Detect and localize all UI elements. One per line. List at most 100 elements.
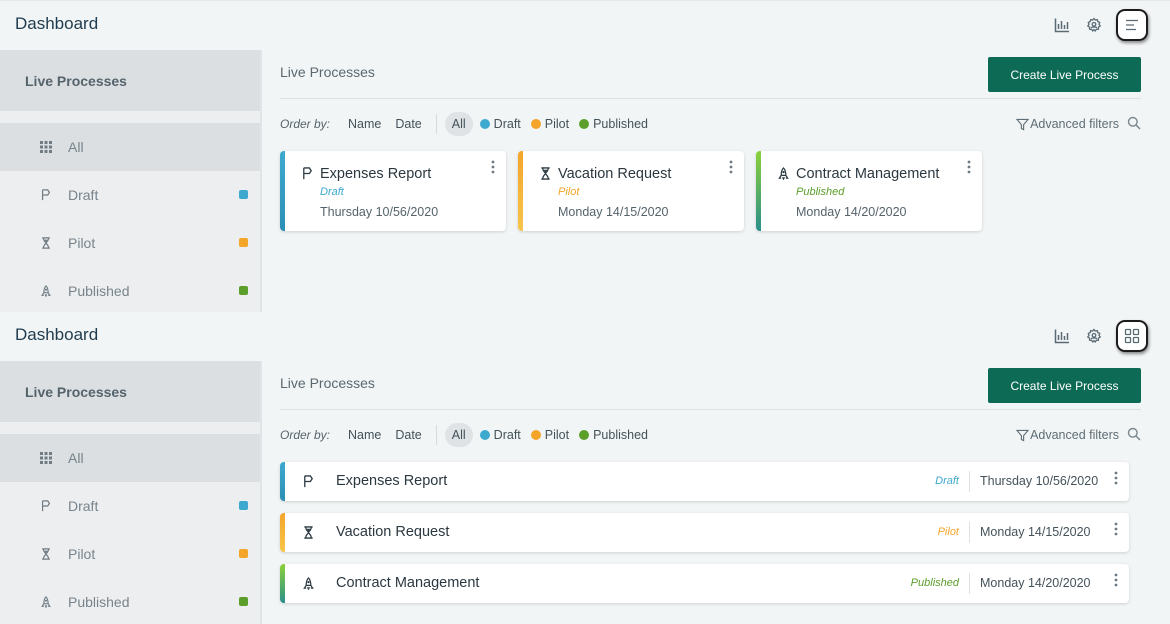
sidebar: Live Processes All Draft Pilot Published [0,50,262,312]
draft-status-dot [239,190,248,199]
advanced-filters-button[interactable]: Advanced filters [1016,428,1119,442]
bar-chart-icon[interactable] [1052,15,1072,35]
process-card-vacation-request[interactable]: Vacation Request Pilot Monday 14/15/2020 [518,151,744,231]
sidebar-item-draft[interactable]: Draft [0,482,260,530]
filter-label: Pilot [544,117,570,131]
filter-published-chip[interactable]: Published [579,428,648,442]
filter-all-chip[interactable]: All [444,112,473,136]
search-icon[interactable] [1127,116,1141,133]
sidebar-item-label: Published [68,283,130,299]
advanced-filters-label: Advanced filters [1030,428,1119,442]
order-by-label: Order by: [280,428,331,442]
create-live-process-button[interactable]: Create Live Process [988,57,1141,92]
row-date: Thursday 10/56/2020 [980,474,1099,488]
sidebar: Live Processes All Draft Pilot Published [0,361,262,624]
page-title: Dashboard [15,14,99,33]
sidebar-item-label: Pilot [68,546,96,562]
rocket-icon [777,167,791,181]
card-date: Monday 14/20/2020 [796,205,907,219]
process-card-contract-management[interactable]: Contract Management Published Monday 14/… [756,151,982,231]
filter-draft-chip[interactable]: Draft [479,428,521,442]
search-icon[interactable] [1127,427,1141,444]
separator [435,114,437,134]
rocket-icon [302,577,316,591]
filter-pilot-chip[interactable]: Pilot [530,117,570,131]
more-options-icon[interactable] [1114,471,1120,487]
sidebar-item-pilot[interactable]: Pilot [0,219,260,267]
pilot-dot [530,119,541,129]
pilot-status-dot [239,549,248,558]
sidebar-item-label: Draft [68,187,99,203]
process-row-expenses-report[interactable]: Expenses Report Draft Thursday 10/56/202… [280,462,1129,501]
published-status-dot [239,597,248,606]
hourglass-icon [39,236,53,250]
order-by-date[interactable]: Date [395,117,422,131]
row-name: Contract Management [336,575,480,591]
sidebar-item-label: Draft [68,498,99,514]
settings-user-icon[interactable] [1084,15,1104,35]
funnel-icon [1016,118,1029,131]
order-by-label: Order by: [280,117,331,131]
more-options-icon[interactable] [729,160,735,176]
card-status: Published [796,186,845,198]
row-status: Pilot [937,526,959,538]
filter-label: Published [593,428,648,442]
sidebar-item-all[interactable]: All [0,123,260,171]
more-options-icon[interactable] [1114,522,1120,538]
advanced-filters-label: Advanced filters [1030,117,1119,131]
divider [280,409,1141,410]
sidebar-item-pilot[interactable]: Pilot [0,530,260,578]
toolbar-icons [1052,9,1148,41]
settings-user-icon[interactable] [1084,326,1104,346]
card-status: Draft [320,186,344,198]
row-date: Monday 14/15/2020 [980,525,1091,539]
create-live-process-button[interactable]: Create Live Process [988,368,1141,403]
order-by-date[interactable]: Date [395,428,422,442]
separator [969,573,970,594]
filter-all-chip[interactable]: All [444,423,473,447]
row-name: Vacation Request [336,524,450,540]
filter-pilot-chip[interactable]: Pilot [530,428,570,442]
filter-draft-chip[interactable]: Draft [479,117,521,131]
process-card-expenses-report[interactable]: Expenses Report Draft Thursday 10/56/202… [280,151,506,231]
card-date: Monday 14/15/2020 [558,205,669,219]
separator [969,471,970,492]
process-row-contract-management[interactable]: Contract Management Published Monday 14/… [280,564,1129,603]
draft-flag-icon [302,475,316,489]
more-options-icon[interactable] [491,160,497,176]
published-dot [579,119,590,129]
card-accent-bar [280,151,285,231]
card-view-panel: Dashboard Live Processes All Draft Pilot [0,0,1170,312]
sidebar-item-published[interactable]: Published [0,267,260,312]
sidebar-item-draft[interactable]: Draft [0,171,260,219]
more-options-icon[interactable] [1114,573,1120,589]
content-title: Live Processes [280,64,375,80]
order-by-name[interactable]: Name [348,117,382,131]
filter-bar: Order by: Name Date All Draft Pilot Publ… [280,422,1141,448]
filter-label: Draft [493,428,521,442]
order-by-name[interactable]: Name [348,428,382,442]
card-accent-bar [756,151,761,231]
more-options-icon[interactable] [967,160,973,176]
page-title: Dashboard [15,325,99,344]
toolbar-icons [1052,320,1148,352]
process-row-vacation-request[interactable]: Vacation Request Pilot Monday 14/15/2020 [280,513,1129,552]
bar-chart-icon[interactable] [1052,326,1072,346]
separator [969,522,970,543]
divider [280,98,1141,99]
sidebar-item-all[interactable]: All [0,434,260,482]
filter-published-chip[interactable]: Published [579,117,648,131]
draft-flag-icon [39,188,53,202]
row-status: Draft [935,475,959,487]
process-list: Expenses Report Draft Thursday 10/56/202… [280,462,1129,615]
row-accent-bar [280,564,285,603]
sidebar-item-published[interactable]: Published [0,578,260,624]
filter-bar: Order by: Name Date All Draft Pilot Publ… [280,111,1141,137]
filter-label: Pilot [544,428,570,442]
funnel-icon [1016,429,1029,442]
advanced-filters-button[interactable]: Advanced filters [1016,117,1119,131]
sidebar-item-label: Published [68,594,130,610]
list-view-icon[interactable] [1116,9,1148,41]
rocket-icon [39,284,53,298]
grid-view-icon[interactable] [1116,320,1148,352]
